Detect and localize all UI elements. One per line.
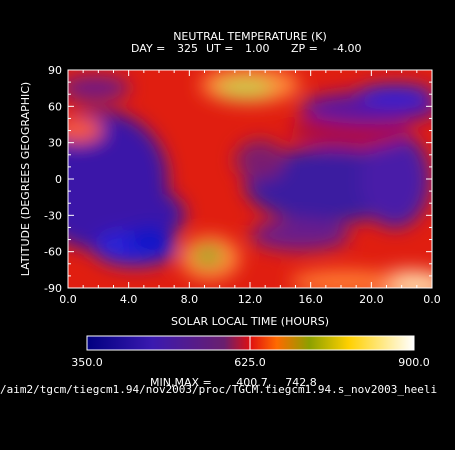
y-tick-label: -30 — [44, 209, 62, 222]
colorbar-min-label: 350.0 — [71, 356, 103, 369]
x-tick-label: 16.0 — [298, 293, 323, 306]
colorbar-max-label: 900.0 — [398, 356, 430, 369]
day-value: 325 — [177, 42, 198, 55]
zp-label: ZP = — [291, 42, 318, 55]
y-tick-label: 30 — [48, 137, 62, 150]
x-tick-label: 0.0 — [59, 293, 77, 306]
minmax-readout: MIN,MAX = 400.7, 742.8 — [150, 376, 317, 389]
colorbar-mid-label: 625.0 — [234, 356, 266, 369]
field-blobs — [68, 70, 432, 288]
ut-value: 1.00 — [245, 42, 270, 55]
min-value: 400.7, — [236, 376, 272, 389]
y-tick-label: -60 — [44, 246, 62, 259]
y-axis-label: LATITUDE (DEGREES GEOGRAPHIC) — [19, 82, 32, 276]
colorbar: 350.0 625.0 900.0 — [71, 335, 430, 369]
y-axis: 90 60 30 0 -30 -60 -90 — [44, 64, 432, 295]
zp-value: -4.00 — [333, 42, 361, 55]
chart-subtitle: DAY = 325 UT = 1.00 ZP = -4.00 — [131, 42, 361, 55]
x-tick-label: 0.0 — [423, 293, 441, 306]
heatmap-field — [68, 70, 432, 288]
x-tick-label: 8.0 — [181, 293, 199, 306]
max-value: 742.8 — [285, 376, 317, 389]
x-tick-label: 4.0 — [120, 293, 138, 306]
ut-label: UT = — [206, 42, 233, 55]
y-tick-label: -90 — [44, 282, 62, 295]
x-axis-label: SOLAR LOCAL TIME (HOURS) — [171, 315, 329, 328]
chart-title: NEUTRAL TEMPERATURE (K) — [173, 30, 327, 43]
y-tick-label: 90 — [48, 64, 62, 77]
x-tick-label: 20.0 — [359, 293, 384, 306]
minmax-label: MIN,MAX = — [150, 376, 212, 389]
y-tick-label: 0 — [55, 173, 62, 186]
file-path: /aim2/tgcm/tiegcm1.94/nov2003/proc/TGCM.… — [0, 383, 438, 396]
y-tick-label: 60 — [48, 100, 62, 113]
x-axis: 0.0 4.0 8.0 12.0 16.0 20.0 0.0 — [59, 70, 441, 306]
x-tick-label: 12.0 — [238, 293, 263, 306]
day-label: DAY = — [131, 42, 165, 55]
